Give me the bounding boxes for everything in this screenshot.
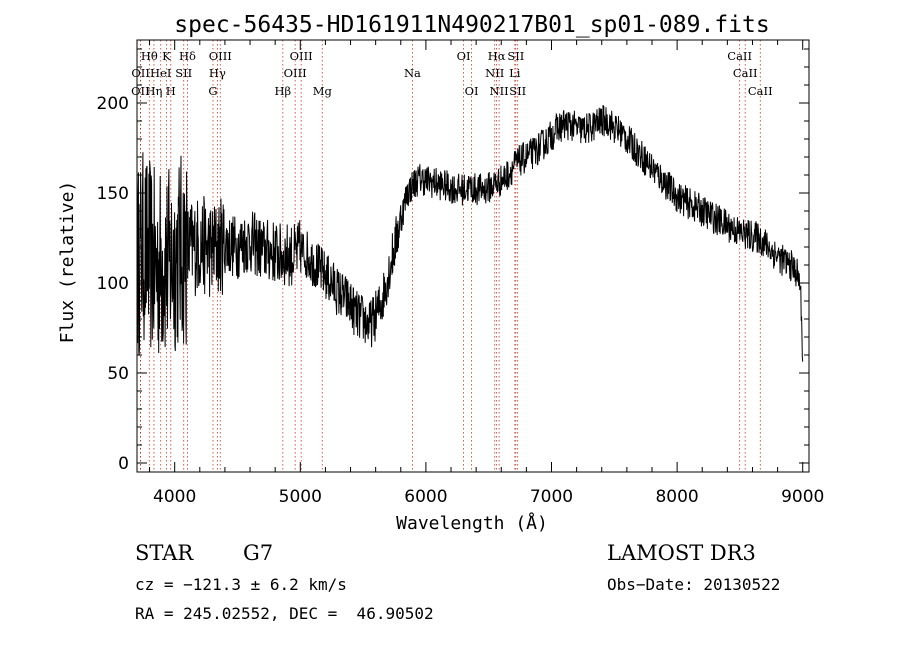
line-label-17: OI <box>457 49 471 63</box>
survey-name: LAMOST DR3 <box>607 541 756 565</box>
line-label-5: HeI <box>150 66 171 80</box>
line-label-18: OI <box>465 84 479 98</box>
line-label-12: Hβ <box>274 84 291 98</box>
line-label-16: Na <box>404 66 421 80</box>
y-axis-ticks: 0 50 100 150 200 <box>97 48 809 474</box>
y-tick-label-3: 150 <box>97 184 129 204</box>
x-tick-label-1: 5000 <box>279 487 322 507</box>
line-label-3: Hη <box>145 84 162 98</box>
line-label-8: Hδ <box>179 49 196 63</box>
x-tick-label-0: 4000 <box>153 487 196 507</box>
line-label-2: Hθ <box>141 49 158 63</box>
x-tick-label-2: 6000 <box>404 487 447 507</box>
line-label-20: Hα <box>488 49 506 63</box>
line-label-6: H <box>166 84 176 98</box>
plot-frame <box>136 39 810 473</box>
line-label-27: CaII <box>748 84 773 98</box>
object-subclass: G7 <box>243 541 274 565</box>
y-tick-label-4: 200 <box>97 94 129 114</box>
line-label-0: OII <box>131 84 150 98</box>
line-label-9: G <box>208 84 217 98</box>
object-class: STAR <box>135 541 194 565</box>
line-label-14: OIII <box>290 49 313 63</box>
y-tick-label-0: 0 <box>118 454 129 474</box>
line-label-26: CaII <box>733 66 758 80</box>
redshift-cz: cz = −121.3 ± 6.2 km/s <box>135 575 347 594</box>
line-label-24: SII <box>509 84 526 98</box>
line-label-23: Li <box>509 66 521 80</box>
x-tick-label-4: 8000 <box>655 487 698 507</box>
line-label-13: OIII <box>284 66 307 80</box>
x-axis-ticks: 4000 5000 6000 7000 8000 9000 <box>149 40 824 507</box>
x-tick-label-3: 7000 <box>530 487 573 507</box>
line-label-22: SII <box>507 49 524 63</box>
line-label-11: Hγ <box>209 66 226 80</box>
y-tick-label-1: 50 <box>107 364 129 384</box>
line-label-10: OIII <box>209 49 232 63</box>
x-axis-label: Wavelength (Å) <box>396 512 548 534</box>
spectral-line-labels: OII OII Hθ Hη K HeI H SII Hδ G OIII Hγ Hβ OIII OIII Mg N… <box>131 49 773 98</box>
chart-title: spec-56435-HD161911N490217B01_sp01-089.f… <box>174 12 769 38</box>
spectrum-series-line <box>137 105 804 362</box>
y-axis-label: Flux (relative) <box>57 181 78 344</box>
x-tick-label-5: 9000 <box>781 487 824 507</box>
coordinates-radec: RA = 245.02552, DEC = 46.90502 <box>135 604 434 623</box>
line-label-1: OII <box>131 66 150 80</box>
line-label-25: CaII <box>727 49 752 63</box>
line-label-4: K <box>162 49 171 63</box>
line-label-21: NII <box>490 84 509 98</box>
line-label-7: SII <box>175 66 192 80</box>
y-tick-label-2: 100 <box>97 274 129 294</box>
line-label-15: Mg <box>313 84 333 98</box>
line-label-19: NII <box>485 66 504 80</box>
observation-date: Obs−Date: 20130522 <box>607 575 781 594</box>
